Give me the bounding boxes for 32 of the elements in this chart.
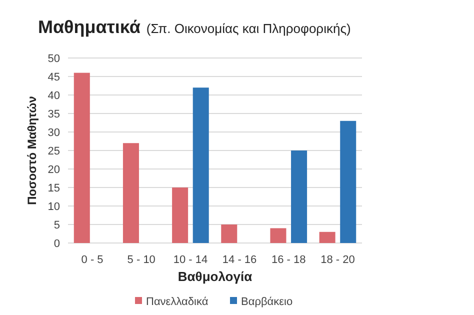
y-tick-label: 45 [48, 71, 60, 84]
y-tick-label: 25 [48, 145, 60, 158]
x-tick-label: 16 - 18 [272, 254, 306, 266]
y-tick-label: 35 [48, 108, 60, 120]
x-tick-label: 0 - 5 [81, 254, 104, 266]
bar [270, 228, 286, 243]
x-tick-label: 18 - 20 [320, 254, 355, 266]
chart-subtitle: (Σπ. Οικονομίας και Πληροφορικής) [146, 21, 351, 36]
y-tick-label: 15 [48, 182, 60, 194]
chart-title: Μαθηματικά [38, 17, 140, 37]
y-tick-label: 5 [54, 219, 60, 232]
x-axis-title: Βαθμολογία [178, 269, 252, 284]
x-tick-label: 5 - 10 [127, 254, 156, 266]
bar [221, 224, 238, 243]
y-tick-label: 50 [48, 52, 60, 65]
y-tick-label: 0 [54, 238, 60, 250]
y-axis-title: Ποσοστό Μαθητών [25, 96, 39, 205]
bar [122, 143, 139, 243]
legend-label: Βαρβάκειο [241, 296, 293, 308]
x-tick-label: 10 - 14 [173, 254, 208, 266]
y-tick-label: 30 [48, 126, 60, 139]
bar [172, 188, 188, 243]
bar [74, 72, 90, 243]
y-tick-label: 20 [48, 164, 60, 176]
bar [340, 120, 356, 243]
bar [291, 150, 308, 243]
y-tick-label: 10 [48, 200, 60, 213]
x-tick-label: 14 - 16 [222, 254, 257, 266]
y-tick-label: 40 [48, 90, 60, 102]
bar [319, 232, 336, 243]
bar [192, 88, 209, 243]
legend-label: Πανελλαδικά [146, 296, 209, 308]
